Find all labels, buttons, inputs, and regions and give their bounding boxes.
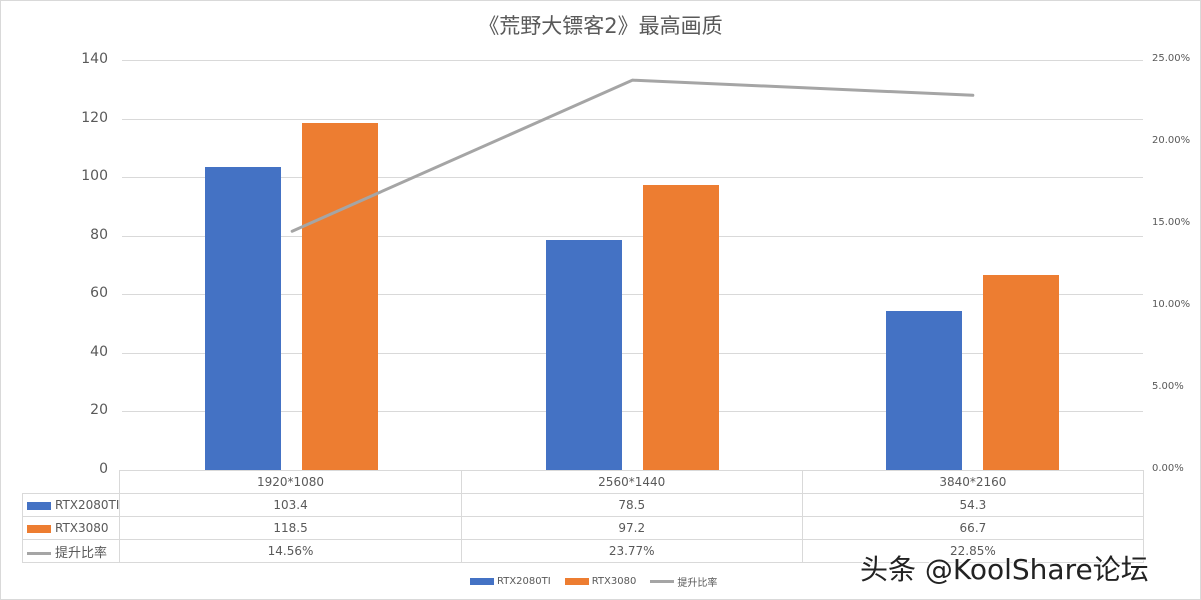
table-cell: 54.3 [801, 493, 1145, 517]
y-tick-label: 140 [81, 51, 108, 67]
table-corner [22, 470, 121, 494]
y2-tick-label: 10.00% [1152, 299, 1191, 310]
ratio-line-swatch-icon [650, 580, 675, 583]
table-cell: 14.56% [119, 539, 462, 563]
ratio-line-swatch-icon [27, 551, 51, 555]
ratio-line [290, 78, 975, 233]
table-row: RTX3080 118.5 97.2 66.7 [21, 516, 1145, 540]
y-tick-label: 0 [99, 461, 108, 477]
legend-item-rtx3080: RTX3080 [564, 576, 636, 587]
gridline [122, 60, 1143, 61]
gridline [122, 235, 1143, 237]
rtx2080ti-swatch-icon [470, 578, 494, 585]
table-row-header: RTX2080TI [21, 493, 121, 517]
bar-rtx3080 [982, 274, 1059, 470]
table-cell: 103.4 [119, 493, 462, 517]
table-category: 1920*1080 [119, 470, 462, 494]
bar-rtx3080 [642, 185, 719, 470]
table-row-header: 提升比率 [21, 539, 121, 563]
table-cell: 78.5 [460, 493, 803, 517]
y-tick-label: 20 [90, 402, 108, 419]
y-tick-label: 80 [90, 226, 108, 243]
table-cell: 23.77% [460, 539, 803, 563]
y-tick-label: 40 [90, 343, 108, 360]
y2-tick-label: 5.00% [1152, 381, 1184, 392]
table-category: 2560*1440 [460, 470, 803, 494]
chart-legend: RTX2080TI RTX3080 提升比率 [470, 574, 717, 589]
y2-tick-label: 20.00% [1152, 135, 1191, 146]
table-cell: 22.85% [801, 539, 1145, 563]
table-row: 提升比率 14.56% 23.77% 22.85% [21, 539, 1145, 563]
table-row: RTX2080TI 103.4 78.5 54.3 [21, 493, 1145, 517]
bar-rtx2080ti [545, 240, 622, 470]
y-tick-label: 120 [81, 109, 108, 126]
gridline [122, 294, 1143, 296]
plot-area [122, 60, 1143, 471]
rtx3080-swatch-icon [564, 578, 589, 585]
rtx3080-swatch-icon [27, 524, 51, 533]
bar-rtx3080 [302, 122, 379, 470]
y2-tick-label: 25.00% [1152, 53, 1191, 64]
table-category: 3840*2160 [801, 470, 1145, 494]
chart-title: 《荒野大镖客2》最高画质 [478, 14, 723, 38]
y2-tick-label: 0.00% [1152, 463, 1184, 474]
bar-rtx2080ti [885, 310, 962, 470]
bar-rtx2080ti [205, 167, 282, 470]
table-cell: 118.5 [119, 516, 462, 540]
gridline [122, 352, 1143, 354]
table-row-header: RTX3080 [21, 516, 121, 540]
gridline [122, 411, 1143, 413]
gridline [122, 118, 1143, 120]
legend-item-ratio: 提升比率 [650, 574, 717, 589]
y-tick-label: 60 [90, 285, 108, 302]
table-cell: 66.7 [801, 516, 1145, 540]
table-cell: 97.2 [460, 516, 803, 540]
table-header-row: 1920*1080 2560*1440 3840*2160 [22, 470, 1145, 494]
gridline [122, 177, 1143, 179]
rtx2080ti-swatch-icon [27, 501, 51, 510]
data-table: 1920*1080 2560*1440 3840*2160 RTX2080TI … [21, 470, 1145, 563]
y-tick-label: 100 [81, 168, 108, 185]
watermark: 头条 @KoolShare论坛 [860, 553, 1149, 586]
y2-tick-label: 15.00% [1152, 217, 1191, 228]
legend-item-rtx2080ti: RTX2080TI [470, 576, 551, 587]
